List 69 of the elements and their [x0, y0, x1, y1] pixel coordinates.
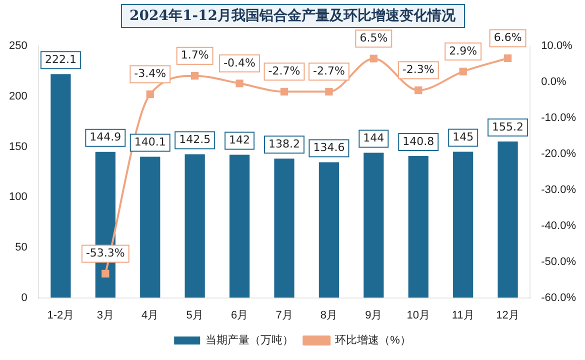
chart-title: 2024年1-12月我国铝合金产量及环比增速变化情况 [120, 4, 464, 28]
data-label: 142.5 [179, 133, 211, 146]
data-label: 138.2 [268, 137, 300, 150]
bar [140, 156, 160, 298]
x-tick-label: 1-2月 [47, 309, 74, 322]
y-tick-label: 0 [21, 292, 28, 304]
x-tick-label: 3月 [96, 309, 114, 322]
point [459, 68, 467, 76]
bar [498, 141, 518, 298]
point [236, 80, 244, 88]
data-label: -3.4% [134, 67, 166, 80]
data-label: 6.6% [494, 31, 522, 44]
data-label: 2.9% [449, 44, 478, 58]
y2-tick-label: 0.0% [541, 76, 566, 88]
y2-tick-label: -10.0% [541, 112, 576, 124]
data-label: -53.3% [86, 246, 125, 260]
data-label: -2.7% [313, 64, 345, 78]
legend-label: 当期产量（万吨） [206, 334, 294, 347]
y-tick-label: 200 [8, 90, 28, 102]
bar [364, 152, 384, 298]
x-tick-label: 10月 [406, 309, 430, 322]
data-label: 140.1 [134, 136, 166, 149]
y-tick-label: 50 [15, 241, 28, 254]
x-tick-label: 4月 [142, 309, 159, 322]
bar [274, 158, 294, 298]
point [280, 88, 288, 96]
x-tick-label: 5月 [186, 309, 204, 322]
y-tick-label: 100 [8, 191, 28, 204]
bar [50, 74, 71, 298]
y2-tick-label: -30.0% [541, 184, 576, 196]
data-label: 222.1 [44, 52, 76, 66]
y-tick-label: 150 [8, 140, 28, 153]
point [191, 72, 199, 80]
data-label: 144.9 [90, 130, 122, 144]
x-tick-label: 9月 [365, 309, 382, 322]
data-label: 142 [229, 134, 250, 147]
bar [408, 156, 428, 298]
x-tick-label: 12月 [496, 309, 520, 322]
legend-label: 环比增速（%） [335, 334, 411, 347]
data-label: 155.2 [492, 120, 524, 134]
point [102, 270, 110, 278]
data-label: 144 [363, 132, 384, 145]
data-label: -2.3% [402, 63, 434, 76]
x-tick-label: 11月 [452, 309, 474, 322]
bar [184, 154, 205, 298]
data-label: 6.5% [360, 31, 388, 44]
y-tick-label: 250 [8, 40, 28, 52]
y2-tick-label: -40.0% [541, 220, 576, 232]
data-label: 134.6 [313, 141, 345, 154]
point [146, 90, 154, 98]
y2-tick-label: -20.0% [541, 148, 576, 160]
y2-tick-label: -60.0% [541, 292, 576, 304]
bar [453, 152, 474, 298]
point [414, 86, 422, 94]
data-label: 1.7% [180, 48, 209, 62]
y2-tick-label: -50.0% [541, 256, 576, 268]
data-label: -2.7% [268, 64, 300, 78]
point [504, 54, 512, 62]
x-tick-label: 7月 [276, 309, 293, 322]
y2-tick-label: 10.0% [541, 40, 573, 52]
x-tick-label: 8月 [320, 309, 338, 322]
x-tick-label: 6月 [230, 309, 248, 322]
bar [318, 162, 340, 298]
data-label: 145 [452, 130, 474, 144]
bar [229, 154, 250, 298]
data-label: 140.8 [402, 134, 434, 148]
data-label: -0.4% [224, 56, 256, 70]
point [325, 88, 333, 96]
point [370, 54, 378, 62]
